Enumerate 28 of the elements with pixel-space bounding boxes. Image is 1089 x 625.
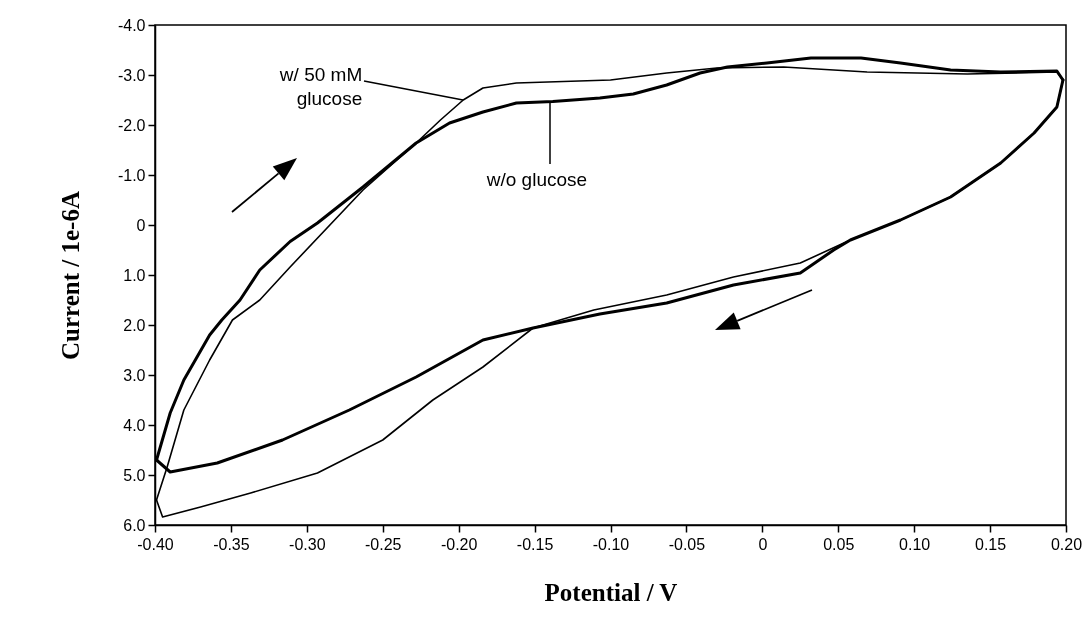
x-tick-label: 0.05 (823, 535, 855, 553)
y-tick-label: 0 (136, 216, 146, 234)
x-axis-title: Potential / V (544, 578, 678, 606)
x-tick-label: 0.15 (975, 535, 1007, 553)
x-tick-label: -0.40 (137, 535, 174, 553)
y-tick-label: 6.0 (123, 516, 146, 534)
x-tick-label: -0.20 (440, 535, 478, 553)
y-tick-label: 2.0 (123, 316, 146, 334)
x-tick-label: 0 (758, 535, 768, 553)
y-axis-title: Current / 1e-6A (56, 191, 84, 360)
y-tick-label: -3.0 (117, 66, 146, 84)
x-tick-label: -0.05 (668, 535, 706, 553)
x-tick-label: -0.25 (365, 535, 402, 553)
y-tick-label: -4.0 (117, 16, 146, 34)
x-tick-label: -0.10 (592, 535, 630, 553)
x-tick-label: -0.30 (289, 535, 326, 553)
y-tick-label: 3.0 (123, 366, 146, 384)
y-tick-label: 1.0 (123, 266, 146, 284)
x-tick-label: -0.15 (516, 535, 554, 553)
y-tick-label: -1.0 (117, 166, 146, 184)
annotation: w/ 50 mM glucose (278, 64, 363, 109)
x-tick-label: 0.10 (899, 535, 931, 553)
annotation: w/o glucose (485, 168, 588, 190)
x-tick-label: -0.35 (213, 535, 250, 553)
y-tick-label: 5.0 (123, 466, 146, 484)
x-tick-label: 0.20 (1050, 535, 1083, 553)
y-tick-label: 4.0 (123, 416, 146, 434)
y-tick-label: -2.0 (117, 116, 146, 134)
